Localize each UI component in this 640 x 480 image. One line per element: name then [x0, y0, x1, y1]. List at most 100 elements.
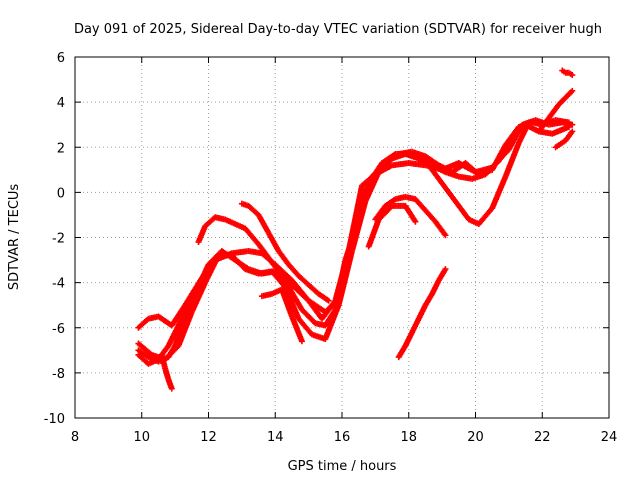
data-trail [503, 141, 522, 179]
y-tick-label: -4 [52, 277, 65, 292]
data-trail [567, 129, 575, 138]
series-11 [395, 266, 449, 361]
data-point [168, 385, 175, 392]
data-trail [296, 317, 314, 337]
series-14 [559, 67, 576, 79]
data-trail [550, 124, 571, 137]
data-trail [373, 204, 388, 222]
y-tick-label: -10 [44, 412, 65, 427]
series-12 [535, 87, 576, 135]
data-trail [286, 285, 305, 312]
data-trail [413, 197, 428, 213]
data-point [442, 232, 449, 239]
data-trail [290, 283, 311, 303]
data-trail [176, 310, 195, 348]
data-trail [366, 217, 382, 249]
data-trail [339, 229, 358, 285]
data-trail [403, 204, 418, 224]
data-trail [550, 102, 561, 116]
data-trail [179, 303, 195, 330]
x-tick-label: 22 [534, 430, 551, 445]
data-point [325, 297, 332, 304]
data-trail [136, 316, 151, 330]
data-point [569, 121, 576, 128]
data-trail [543, 111, 555, 125]
data-point [525, 119, 532, 126]
data-trail [189, 281, 205, 307]
data-trail [440, 181, 461, 208]
data-trail [383, 197, 397, 208]
data-trail [489, 175, 508, 210]
data-trail [172, 326, 185, 348]
data-point [565, 123, 572, 130]
data-point [569, 87, 576, 94]
data-trail [270, 269, 288, 289]
data-trail [423, 159, 445, 186]
x-tick-label: 18 [400, 430, 417, 445]
data-trail [557, 95, 568, 107]
data-trail [390, 160, 411, 169]
data-trail [166, 344, 178, 359]
data-trail [273, 269, 291, 289]
series-10 [365, 202, 419, 250]
data-trail [563, 134, 571, 142]
data-trail [300, 307, 318, 326]
data-trail [243, 226, 261, 246]
data-trail [136, 341, 154, 357]
data-point [442, 266, 449, 273]
data-trail [230, 253, 247, 271]
data-trail [423, 292, 435, 307]
data-trail [322, 303, 342, 341]
data-trail [323, 301, 338, 314]
x-tick-label: 24 [601, 430, 618, 445]
series-5 [158, 351, 175, 392]
data-trail [456, 204, 471, 222]
data-trail [166, 317, 185, 348]
x-tick-label: 8 [71, 430, 79, 445]
series-4 [135, 268, 212, 365]
chart-title: Day 091 of 2025, Sidereal Day-to-day VTE… [74, 22, 602, 37]
data-point [569, 128, 576, 135]
y-tick-label: -2 [52, 232, 65, 247]
x-tick-label: 16 [334, 430, 351, 445]
data-trail [276, 249, 291, 267]
y-tick-label: 0 [57, 186, 65, 201]
y-axis-label: SDTVAR / TECUs [7, 184, 22, 291]
data-trail [169, 303, 188, 328]
data-trail [296, 273, 311, 287]
data-trail [352, 181, 372, 233]
data-trail [510, 122, 528, 140]
data-trail [483, 159, 501, 177]
data-trail [376, 156, 394, 174]
series-7 [238, 200, 332, 304]
data-point [569, 72, 576, 79]
data-trail [256, 213, 271, 235]
series-6 [195, 119, 532, 315]
data-trail [476, 206, 495, 226]
data-trail [136, 348, 150, 360]
series-8 [258, 286, 305, 345]
data-trail [407, 151, 427, 164]
data-trail [273, 265, 294, 287]
data-trail [516, 120, 532, 145]
data-trail [433, 220, 448, 237]
x-axis-label: GPS time / hours [288, 459, 397, 474]
y-tick-label: 4 [57, 96, 65, 111]
x-tick-label: 12 [200, 430, 217, 445]
x-tick-label: 10 [133, 430, 150, 445]
data-trail [306, 283, 321, 296]
data-trail [563, 89, 574, 100]
data-trail [366, 161, 385, 185]
series-13 [552, 128, 576, 151]
data-trail [423, 208, 438, 224]
y-tick-label: -8 [52, 367, 65, 382]
data-trail [289, 315, 305, 343]
data-trail [317, 291, 331, 303]
series-9 [372, 193, 449, 239]
x-tick-label: 14 [267, 430, 284, 445]
data-point [205, 268, 212, 275]
data-trail [436, 267, 448, 282]
data-point [412, 218, 419, 225]
data-trail [246, 204, 261, 217]
